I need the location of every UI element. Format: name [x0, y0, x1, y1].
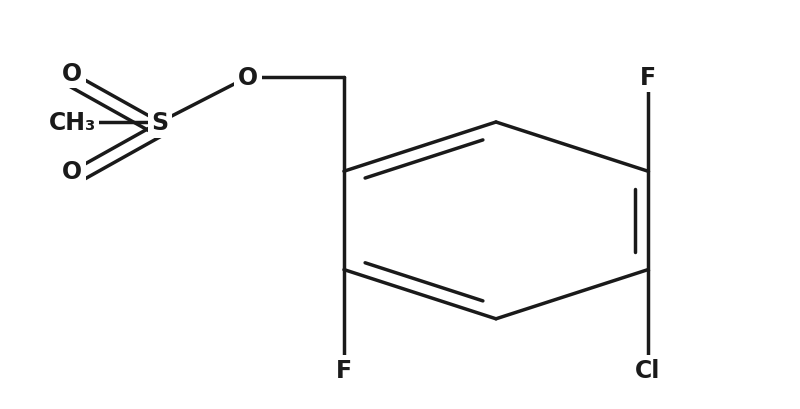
Text: CH₃: CH₃ [48, 111, 96, 135]
Text: S: S [151, 111, 169, 135]
Text: O: O [62, 160, 82, 184]
Text: O: O [62, 62, 82, 85]
Text: Cl: Cl [635, 358, 661, 382]
Text: O: O [238, 66, 258, 90]
Text: F: F [640, 66, 656, 90]
Text: F: F [336, 358, 352, 382]
